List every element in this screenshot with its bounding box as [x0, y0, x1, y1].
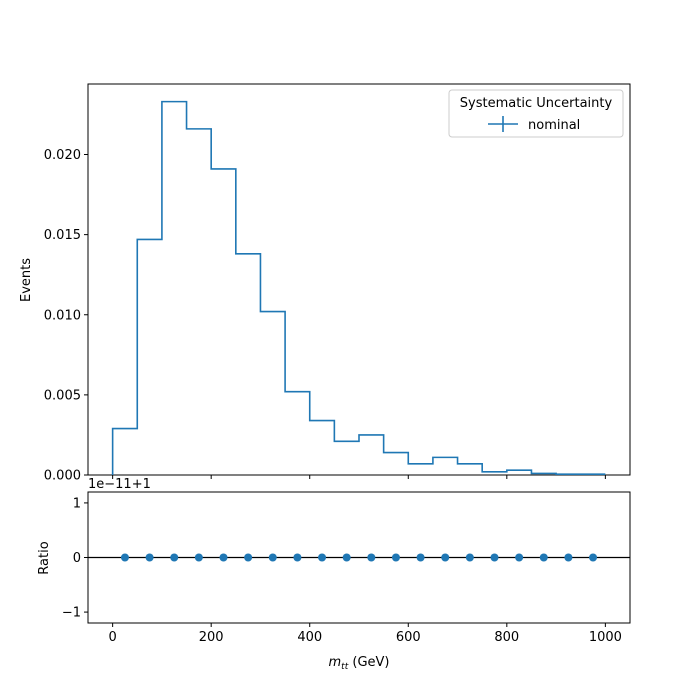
ratio-y-ticks: −1 0 1 [62, 496, 88, 621]
ratio-y-tick-label-2: 1 [73, 496, 81, 511]
ratio-x-tick-label-2: 400 [297, 630, 322, 645]
ratio-panel: −1 0 1 0 200 400 600 800 1000 1e−11+1 Ratio mtt… [37, 477, 631, 672]
ratio-point-11 [391, 553, 400, 562]
ratio-offset-label: 1e−11+1 [88, 477, 151, 492]
ratio-x-tick-label-5: 1000 [589, 630, 622, 645]
ratio-point-15 [490, 553, 499, 562]
histogram-axes-frame [87, 83, 631, 476]
ratio-y-tick-label-1: 0 [73, 551, 81, 566]
ratio-x-tick-label-4: 800 [494, 630, 519, 645]
ratio-point-1 [145, 553, 154, 562]
ratio-x-ticks: 0 200 400 600 800 1000 [108, 623, 622, 645]
legend-marker-nominal [488, 116, 518, 132]
ratio-point-12 [416, 553, 425, 562]
ratio-point-6 [268, 553, 277, 562]
ratio-point-10 [367, 553, 376, 562]
ratio-point-2 [170, 553, 179, 562]
ratio-point-3 [194, 553, 203, 562]
legend: Systematic Uncertainty nominal [448, 89, 624, 138]
ratio-points [120, 553, 598, 562]
ratio-point-5 [244, 553, 253, 562]
ratio-point-9 [342, 553, 351, 562]
ratio-x-tick-label-1: 200 [199, 630, 224, 645]
ratio-y-tick-label-0: −1 [62, 606, 81, 621]
ratio-point-17 [539, 553, 548, 562]
histogram-y-ticks: 0.000 0.005 0.010 0.015 0.020 [44, 148, 88, 484]
ratio-point-13 [441, 553, 450, 562]
ratio-point-4 [219, 553, 228, 562]
ratio-point-8 [318, 553, 327, 562]
histogram-y-tick-label-0: 0.000 [44, 469, 81, 484]
legend-entry-nominal: nominal [528, 118, 580, 133]
histogram-y-tick-label-4: 0.020 [44, 148, 81, 163]
legend-box [448, 89, 624, 138]
histogram-x-ticks [112, 475, 606, 479]
legend-title: Systematic Uncertainty [460, 96, 613, 111]
ratio-point-7 [293, 553, 302, 562]
histogram-y-axis-label: Events [19, 258, 34, 302]
ratio-point-19 [589, 553, 598, 562]
ratio-y-axis-label: Ratio [37, 541, 52, 574]
ratio-point-14 [465, 553, 474, 562]
histogram-y-tick-label-1: 0.005 [44, 388, 81, 403]
ratio-x-tick-label-3: 600 [396, 630, 421, 645]
histogram-y-tick-label-3: 0.015 [44, 228, 81, 243]
ratio-point-18 [564, 553, 573, 562]
nominal-histogram-step [111, 100, 606, 475]
ratio-point-0 [120, 553, 129, 562]
ratio-point-16 [515, 553, 524, 562]
ratio-x-tick-label-0: 0 [108, 630, 116, 645]
histogram-panel: 0.000 0.005 0.010 0.015 0.020 Events Systema… [19, 83, 631, 484]
ratio-x-axis-label: mtt (GeV) [329, 655, 390, 672]
histogram-y-tick-label-2: 0.010 [44, 308, 81, 323]
